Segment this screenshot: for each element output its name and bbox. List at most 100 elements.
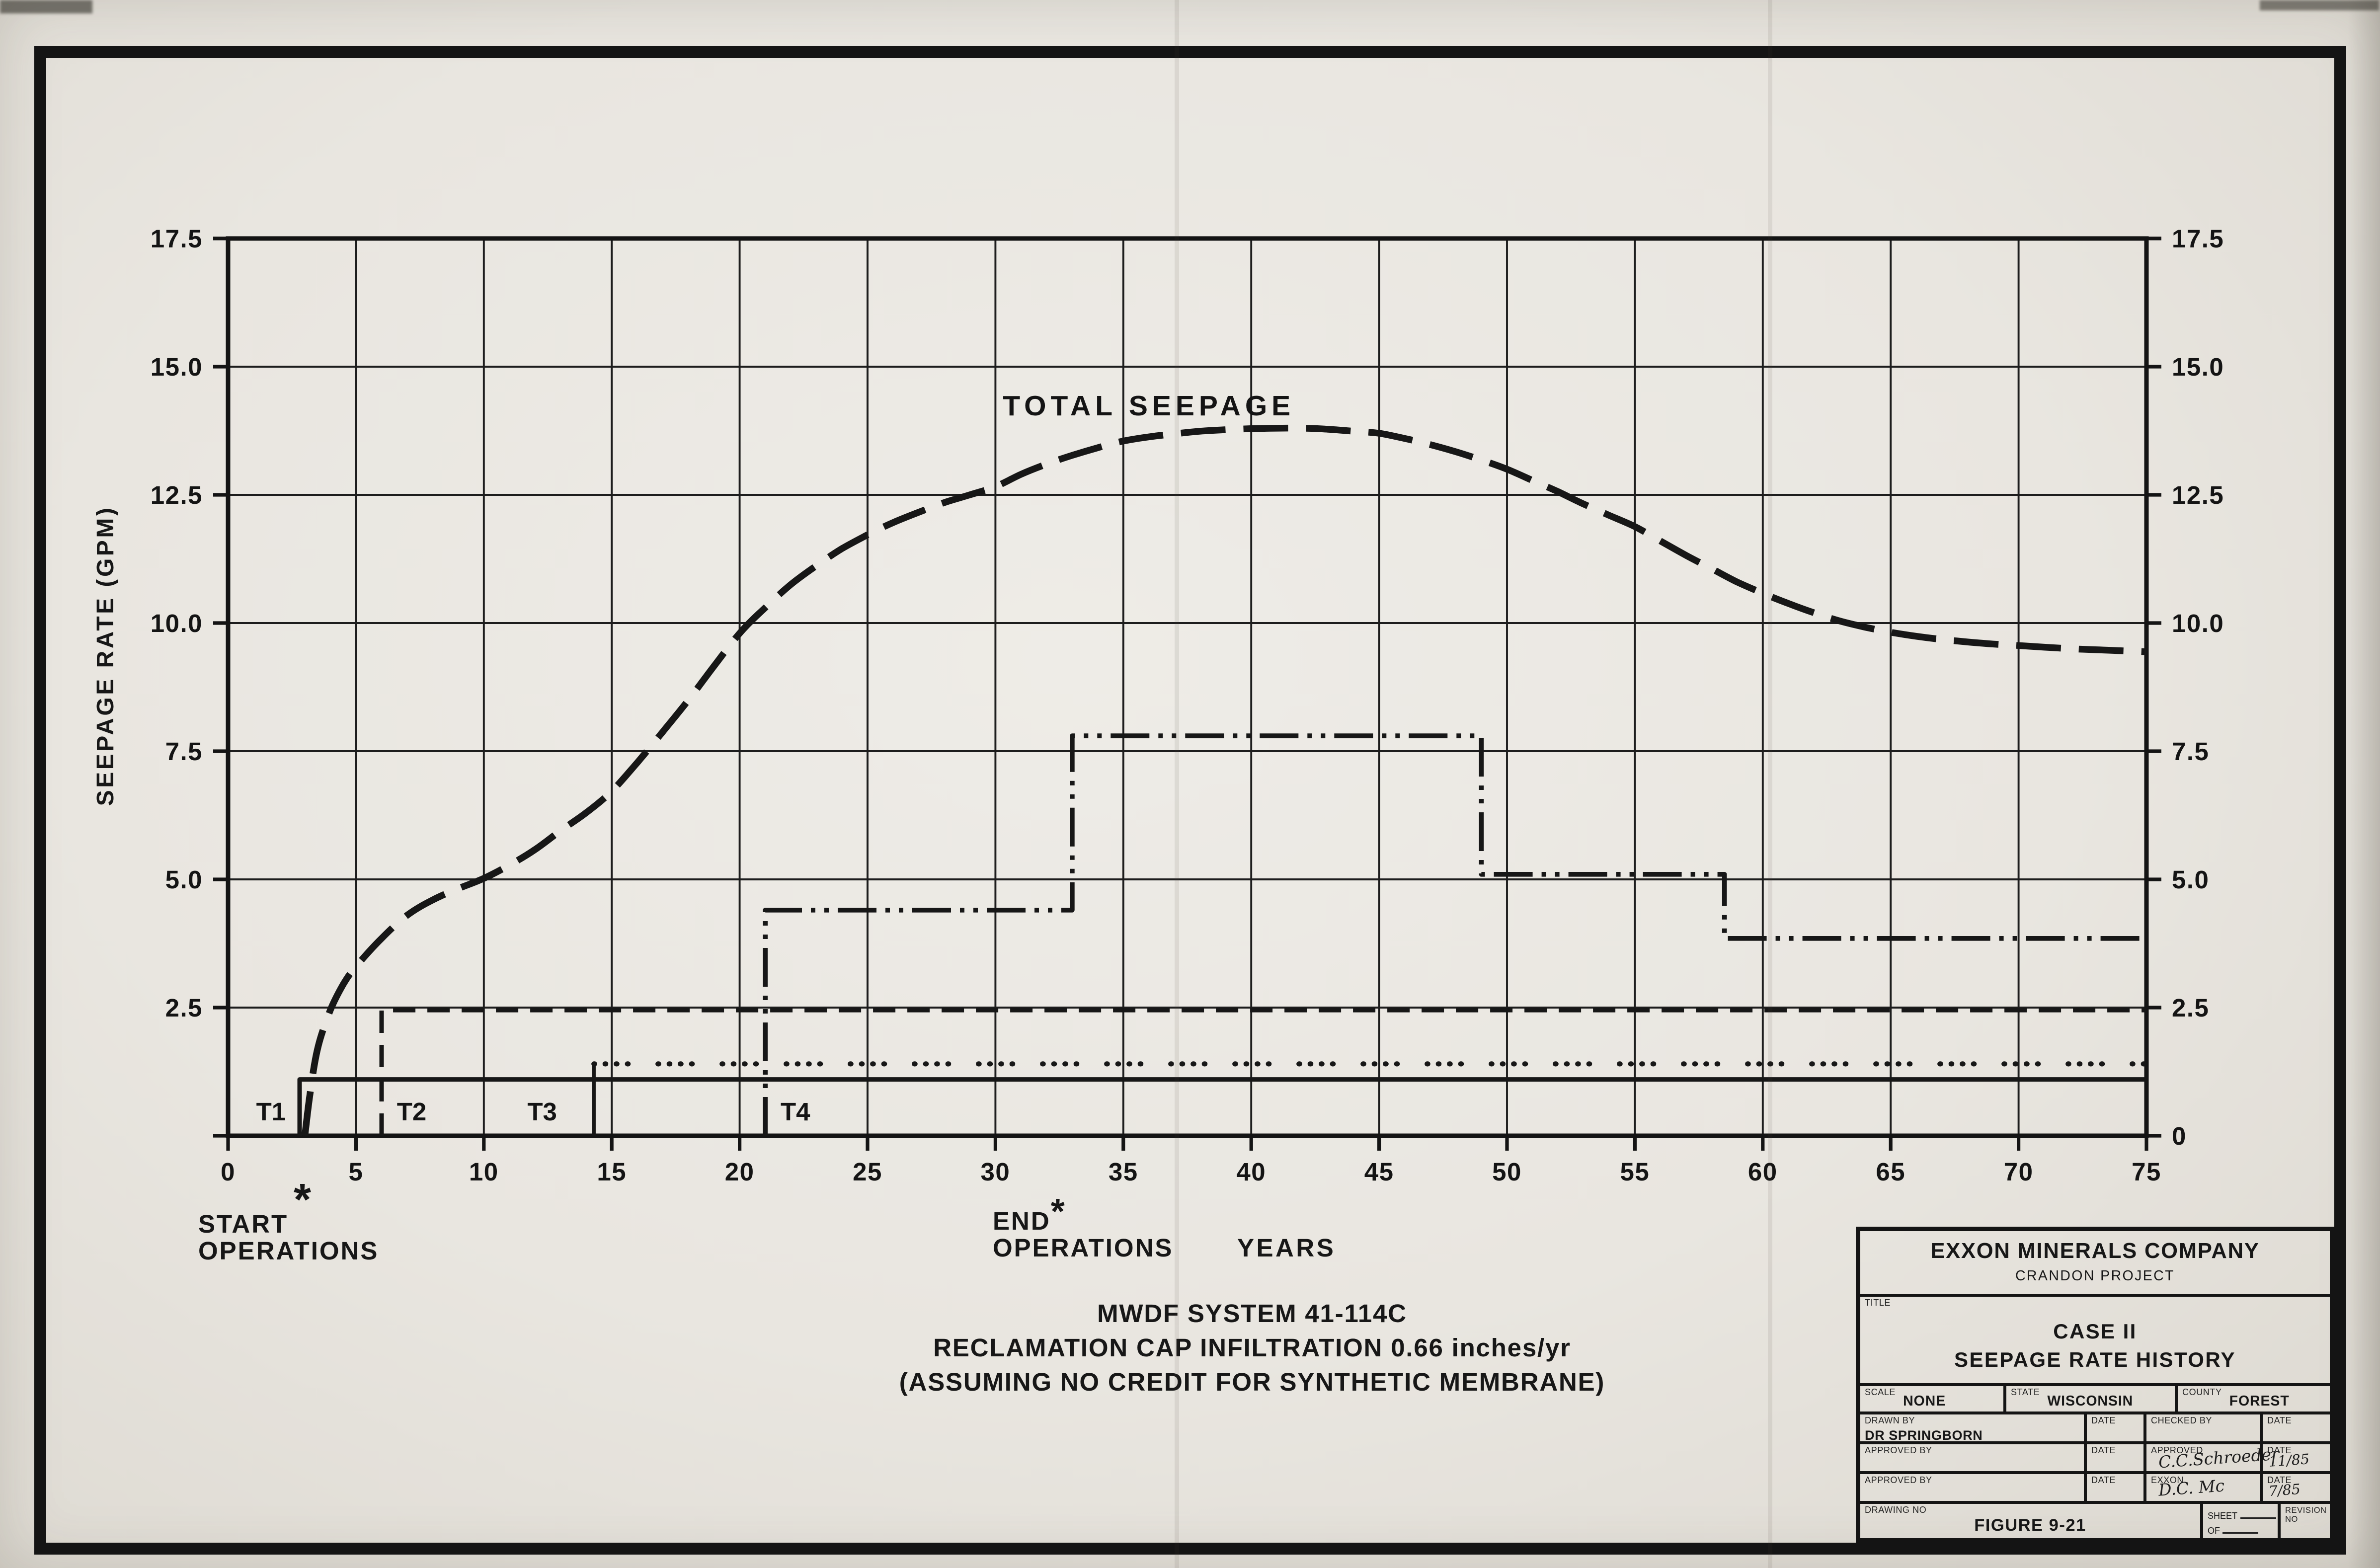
state-label: STATE (2011, 1389, 2040, 1398)
sheet-blank (2239, 1510, 2276, 1519)
approved-by-label: APPROVED BY (1865, 1477, 1932, 1486)
state-value: WISCONSIN (2047, 1394, 2134, 1410)
date-label: DATE (2267, 1417, 2292, 1426)
title-block-approved-row-2: APPROVED BY DATE EXXON D.C. Mc DATE 7/85 (1860, 1471, 2330, 1501)
series-t1 (297, 1077, 2146, 1136)
series-t4 (763, 733, 2146, 1136)
caption-line-1: MWDF SYSTEM 41-114C (1097, 1300, 1407, 1328)
annotation-t1: T1 (256, 1098, 286, 1126)
y-tick-label-right: 17.5 (2172, 225, 2224, 253)
x-axis-title: YEARS (1237, 1234, 1336, 1262)
annotation-t2: T2 (397, 1098, 427, 1126)
y-tick-label-left: 5.0 (165, 865, 203, 894)
x-tick-label: 70 (2004, 1158, 2034, 1186)
caption-line-3: (ASSUMING NO CREDIT FOR SYNTHETIC MEMBRA… (899, 1368, 1605, 1397)
x-tick-label: 40 (1236, 1158, 1266, 1186)
exxon-date: 7/85 (2268, 1482, 2301, 1501)
x-tick-label: 0 (221, 1158, 236, 1186)
sheet-border-frame (34, 46, 2346, 1555)
y-tick-label-right: 5.0 (2172, 865, 2209, 894)
title-block-drawing-no-row: DRAWING NO FIGURE 9-21 SHEET OF REVISION… (1860, 1501, 2330, 1538)
y-axis-title: SEEPAGE RATE (GPM) (94, 505, 119, 806)
approved-label: APPROVED (2151, 1447, 2203, 1456)
drawn-by-label: DRAWN BY (1865, 1417, 1915, 1426)
approved-by-label: APPROVED BY (1865, 1447, 1932, 1456)
date-label: DATE (2267, 1477, 2292, 1486)
x-tick-label: 35 (1109, 1158, 1138, 1186)
start-operations-label-line2: OPERATIONS (198, 1237, 379, 1265)
x-tick-label: 50 (1492, 1158, 1522, 1186)
end-operations-label-line1: END* (993, 1195, 1066, 1237)
revision-label: REVISION NO (2285, 1507, 2327, 1525)
of-blank (2222, 1525, 2259, 1534)
start-operations-marker: * (294, 1176, 312, 1225)
figure-number: FIGURE 9-21 (1974, 1517, 2086, 1535)
y-tick-label-right: 12.5 (2172, 481, 2224, 509)
y-tick-label-right: 10.0 (2172, 609, 2224, 637)
x-tick-label: 65 (1876, 1158, 1905, 1186)
drawing-no-label: DRAWING NO (1865, 1507, 1927, 1516)
x-tick-label: 60 (1748, 1158, 1778, 1186)
date-label: DATE (2091, 1417, 2116, 1426)
x-tick-label: 5 (348, 1158, 363, 1186)
y-tick-label-left: 2.5 (165, 994, 203, 1022)
scan-edge-shadow (2347, 0, 2380, 1568)
y-tick-label-right: 2.5 (2172, 994, 2209, 1022)
y-tick-label-left: 10.0 (151, 609, 203, 637)
title-block-approved-row-1: APPROVED BY DATE APPROVED C.C.Schroeder … (1860, 1441, 2330, 1472)
x-tick-label: 10 (469, 1158, 499, 1186)
chart-plot: 0 5 10 15 20 25 30 35 40 45 50 55 60 65 70 75 2.5 5.0 7.5 1… (151, 225, 2223, 1186)
county-label: COUNTY (2182, 1389, 2222, 1398)
title-block-company-row: EXXON MINERALS COMPANY CRANDON PROJECT (1860, 1231, 2330, 1294)
county-value: FOREST (2229, 1394, 2290, 1410)
title-block-scale-row: SCALE NONE STATE WISCONSIN COUNTY FOREST (1860, 1383, 2330, 1411)
end-operations-marker: * (1050, 1192, 1066, 1233)
y-tick-label-right: 15.0 (2172, 353, 2224, 381)
exxon-label: EXXON (2151, 1477, 2184, 1486)
sheet-label: SHEET (2208, 1513, 2237, 1522)
x-tick-label: 25 (853, 1158, 882, 1186)
title-block-title-row: TITLE CASE II SEEPAGE RATE HISTORY (1860, 1294, 2330, 1383)
date-label: DATE (2091, 1477, 2116, 1486)
title-block-drawn-row: DRAWN BY DR SPRINGBORN DATE CHECKED BY D… (1860, 1411, 2330, 1443)
end-operations-label-line2: OPERATIONS (993, 1234, 1174, 1262)
series-t2 (379, 1008, 2146, 1136)
annotation-t3: T3 (527, 1098, 557, 1126)
y-tick-label-left: 7.5 (165, 737, 203, 766)
scan-smudge (0, 0, 92, 13)
date-label: DATE (2091, 1447, 2116, 1456)
drawing-title-line1: CASE II (2053, 1319, 2137, 1343)
checked-by-label: CHECKED BY (2151, 1417, 2213, 1426)
annotation-t4: T4 (781, 1098, 810, 1126)
x-tick-label: 75 (2132, 1158, 2161, 1186)
x-tick-label: 30 (981, 1158, 1011, 1186)
scan-smudge (2260, 0, 2379, 10)
x-tick-label: 45 (1364, 1158, 1394, 1186)
project-name: CRANDON PROJECT (2015, 1268, 2175, 1285)
series-total-seepage (301, 424, 2147, 1136)
drawn-by-value: DR SPRINGBORN (1865, 1428, 1983, 1443)
caption-line-2: RECLAMATION CAP INFILTRATION 0.66 inches… (933, 1334, 1571, 1362)
approved-date: 11/85 (2268, 1452, 2310, 1471)
y-tick-label-left: 17.5 (151, 225, 203, 253)
title-label: TITLE (1865, 1300, 1891, 1309)
x-tick-label: 55 (1620, 1158, 1650, 1186)
y-tick-label-left: 12.5 (151, 481, 203, 509)
y-tick-label-right: 0 (2172, 1122, 2187, 1150)
company-name: EXXON MINERALS COMPANY (1930, 1240, 2260, 1264)
axis-frame (226, 236, 2149, 1138)
scale-value: NONE (1903, 1394, 1946, 1410)
end-word: END (993, 1207, 1051, 1236)
x-tick-label: 15 (597, 1158, 627, 1186)
drawing-title-line2: SEEPAGE RATE HISTORY (1954, 1347, 2236, 1371)
date-label: DATE (2267, 1447, 2292, 1456)
of-label: OF (2208, 1528, 2221, 1537)
y-tick-label-right: 7.5 (2172, 737, 2209, 766)
figure-caption: MWDF SYSTEM 41-114C RECLAMATION CAP INFI… (805, 1297, 1699, 1400)
exxon-signature: D.C. Mc (2157, 1476, 2225, 1500)
annotation-total-seepage: TOTAL SEEPAGE (1003, 390, 1295, 422)
scale-label: SCALE (1865, 1389, 1896, 1398)
